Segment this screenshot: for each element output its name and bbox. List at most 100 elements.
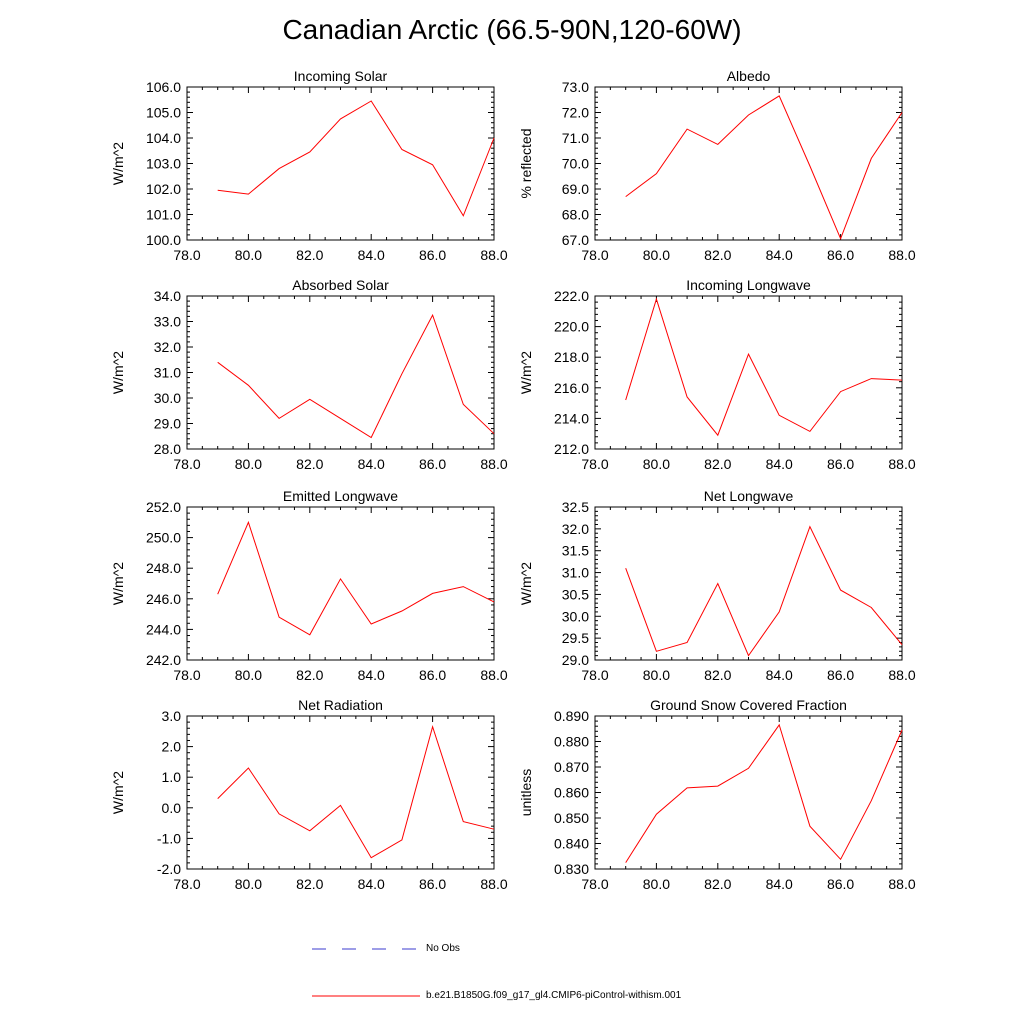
y-tick-label: 71.0 [562,130,589,146]
x-tick-label: 78.0 [581,876,608,892]
plot-frame [186,86,495,241]
series-line [217,520,495,636]
y-axis-label: W/m^2 [518,351,534,394]
plot-frame [186,506,495,661]
y-tick-label: 102.0 [146,181,181,197]
y-tick-label: 105.0 [146,105,181,121]
panel-4: Incoming Longwave W/m^2 78.0 80.0 82.0 84.0 86… [518,277,916,472]
x-tick-label: 84.0 [766,247,793,263]
x-tick-label: 80.0 [235,247,262,263]
y-tick-label: 73.0 [562,79,589,95]
page-title: Canadian Arctic (66.5-90N,120-60W) [282,14,742,45]
y-tick-label: 0.850 [554,810,589,826]
y-axis-label: W/m^2 [518,562,534,605]
x-tick-label: 80.0 [643,247,670,263]
y-tick-label: 0.880 [554,734,589,750]
x-tick-label: 88.0 [480,667,507,683]
y-axis-label: W/m^2 [110,142,126,185]
panel-title: Net Longwave [704,488,794,504]
y-tick-label: 70.0 [562,156,589,172]
series-line [625,525,903,657]
x-tick-label: 78.0 [173,247,200,263]
series-line [217,313,495,439]
panel-7: Net Radiation W/m^2 78.0 80.0 82.0 84.0 86.0 88… [110,697,508,892]
y-tick-label: 30.0 [154,390,181,406]
panel-3: Absorbed Solar W/m^2 78.0 80.0 82.0 84.0 86.0 8… [110,277,508,472]
y-tick-label: 101.0 [146,207,181,223]
plot-frame [594,715,903,870]
x-tick-label: 82.0 [296,667,323,683]
y-tick-label: 31.0 [154,365,181,381]
x-tick-label: 84.0 [766,456,793,472]
x-tick-label: 84.0 [358,876,385,892]
y-tick-label: 220.0 [554,319,589,335]
y-tick-label: 29.0 [154,416,181,432]
y-tick-label: 0.890 [554,708,589,724]
plot-frame [186,295,495,450]
y-axis-label: % reflected [518,128,534,198]
y-tick-label: 0.830 [554,861,589,877]
y-tick-label: 34.0 [154,288,181,304]
y-tick-label: 29.5 [562,630,589,646]
y-tick-label: 218.0 [554,349,589,365]
x-tick-label: 88.0 [888,876,915,892]
plot-frame [594,86,903,241]
panel-6: Net Longwave W/m^2 78.0 80.0 82.0 84.0 86.0 88.… [518,488,916,683]
x-tick-label: 82.0 [296,247,323,263]
y-tick-label: 222.0 [554,288,589,304]
y-tick-label: 28.0 [154,441,181,457]
y-tick-label: 32.0 [154,339,181,355]
panel-5: Emitted Longwave W/m^2 78.0 80.0 82.0 84.0 86.… [110,488,508,683]
x-tick-label: 78.0 [581,667,608,683]
y-tick-label: 68.0 [562,207,589,223]
y-tick-label: 30.0 [562,608,589,624]
x-tick-label: 88.0 [480,876,507,892]
x-tick-label: 86.0 [827,667,854,683]
y-tick-label: 2.0 [162,739,182,755]
x-tick-label: 84.0 [766,667,793,683]
y-tick-label: 242.0 [146,652,181,668]
y-tick-label: 216.0 [554,380,589,396]
x-tick-label: 84.0 [358,456,385,472]
series-line [625,95,903,241]
panel-8: Ground Snow Covered Fraction unitless 78.0… [518,697,916,892]
plot-frame [186,715,495,870]
y-tick-label: 32.0 [562,521,589,537]
x-tick-label: 88.0 [888,456,915,472]
y-tick-label: 72.0 [562,105,589,121]
panel-title: Emitted Longwave [283,488,398,504]
x-tick-label: 88.0 [888,667,915,683]
panel-title: Albedo [727,68,771,84]
panel-2: Albedo % reflected 78.0 80.0 82.0 84.0 86.0 88.… [518,68,916,263]
panel-title: Net Radiation [298,697,383,713]
y-tick-label: 29.0 [562,652,589,668]
panel-title: Ground Snow Covered Fraction [650,697,847,713]
x-tick-label: 86.0 [827,876,854,892]
y-tick-label: 0.870 [554,759,589,775]
x-tick-label: 82.0 [704,667,731,683]
y-tick-label: 3.0 [162,708,182,724]
panel-title: Absorbed Solar [292,277,389,293]
x-tick-label: 84.0 [358,667,385,683]
x-tick-label: 86.0 [419,456,446,472]
x-tick-label: 78.0 [173,667,200,683]
y-tick-label: 0.0 [162,800,182,816]
x-tick-label: 86.0 [827,456,854,472]
panel-title: Incoming Longwave [686,277,811,293]
x-tick-label: 80.0 [235,456,262,472]
x-tick-label: 88.0 [480,247,507,263]
y-tick-label: 250.0 [146,530,181,546]
y-tick-label: 244.0 [146,621,181,637]
x-tick-label: 82.0 [296,456,323,472]
x-tick-label: 88.0 [888,247,915,263]
y-tick-label: 252.0 [146,499,181,515]
x-tick-label: 82.0 [296,876,323,892]
x-tick-label: 78.0 [173,876,200,892]
y-tick-label: 104.0 [146,130,181,146]
y-tick-label: 33.0 [154,314,181,330]
x-tick-label: 86.0 [419,667,446,683]
y-tick-label: -1.0 [157,830,181,846]
series-line [625,297,903,437]
series-line [217,100,495,217]
